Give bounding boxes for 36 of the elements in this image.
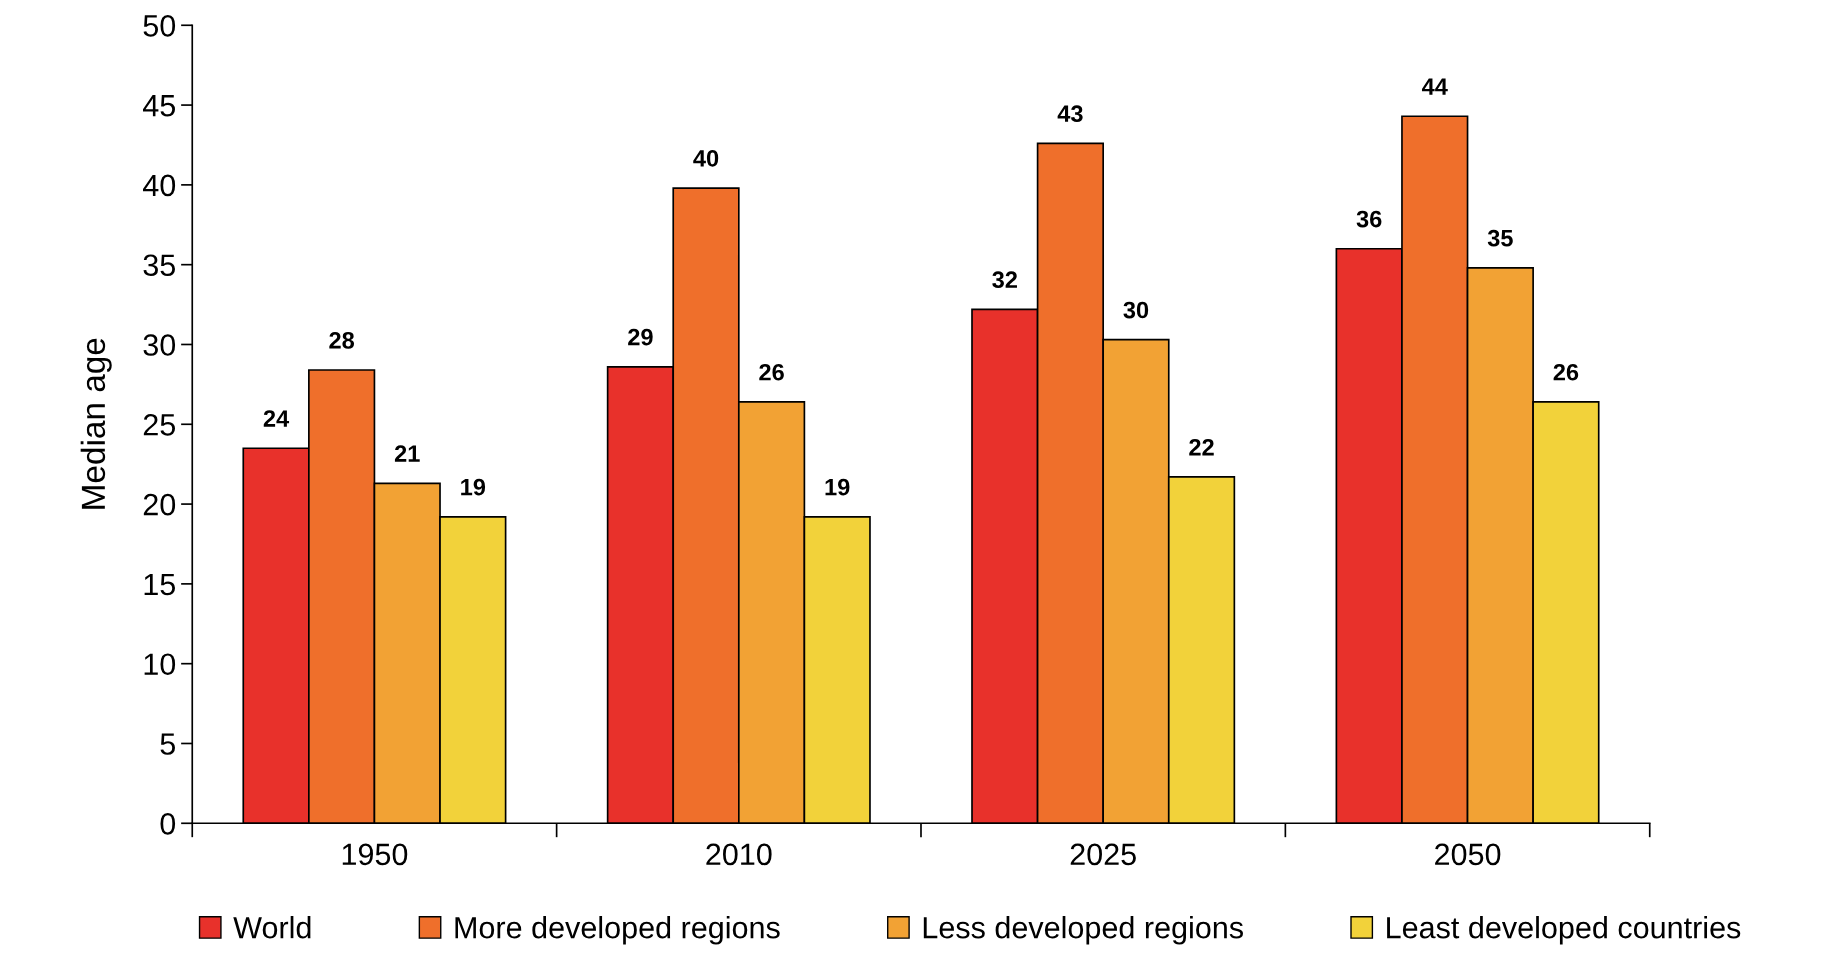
legend-label: Less developed regions (923, 916, 1243, 945)
legend-label: Least developed countries (1387, 916, 1741, 945)
data-label: 19 (461, 478, 486, 496)
data-label: 32 (992, 271, 1017, 289)
x-tick-label: 2050 (1435, 843, 1501, 866)
data-label: 26 (1553, 363, 1579, 381)
data-label: 19 (825, 478, 850, 496)
y-axis-title: Median age (80, 338, 112, 509)
y-tick-label: 15 (144, 573, 176, 596)
x-tick-label: 1950 (342, 843, 408, 866)
data-label: 36 (1356, 210, 1382, 228)
y-tick-label: 5 (160, 733, 175, 755)
y-tick-label: 20 (143, 493, 176, 516)
y-tick-label: 0 (160, 813, 176, 835)
data-label: 44 (1421, 78, 1448, 95)
data-label: 29 (628, 328, 653, 346)
data-label: 30 (1123, 301, 1149, 319)
y-tick-label: 45 (143, 95, 176, 117)
data-label: 35 (1487, 229, 1513, 247)
y-tick-label: 10 (144, 653, 176, 676)
x-tick-label: 2010 (706, 843, 772, 866)
y-tick-label: 25 (143, 414, 176, 436)
data-label: 21 (394, 445, 420, 462)
y-tick-label: 40 (143, 174, 176, 197)
data-label: 22 (1189, 438, 1214, 456)
data-label: 24 (263, 410, 290, 427)
legend-label: World (233, 916, 311, 939)
y-tick-label: 50 (143, 15, 176, 37)
data-label: 43 (1057, 105, 1083, 123)
y-tick-label: 35 (143, 254, 176, 277)
x-tick-label: 2025 (1070, 843, 1136, 866)
y-tick-label: 30 (143, 334, 176, 356)
data-label: 26 (759, 363, 784, 381)
data-label: 40 (693, 150, 719, 167)
data-label: 28 (329, 331, 355, 349)
legend-label: More developed regions (455, 916, 780, 945)
